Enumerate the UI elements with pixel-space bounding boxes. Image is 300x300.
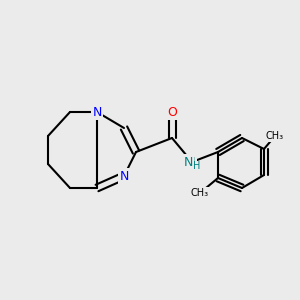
Text: H: H [188,157,196,167]
Text: H: H [193,161,201,171]
Text: N: N [183,155,193,169]
Text: N: N [92,106,102,118]
Text: CH₃: CH₃ [191,188,209,198]
Text: CH₃: CH₃ [266,131,284,141]
Text: O: O [167,106,177,118]
Text: N: N [119,169,129,182]
